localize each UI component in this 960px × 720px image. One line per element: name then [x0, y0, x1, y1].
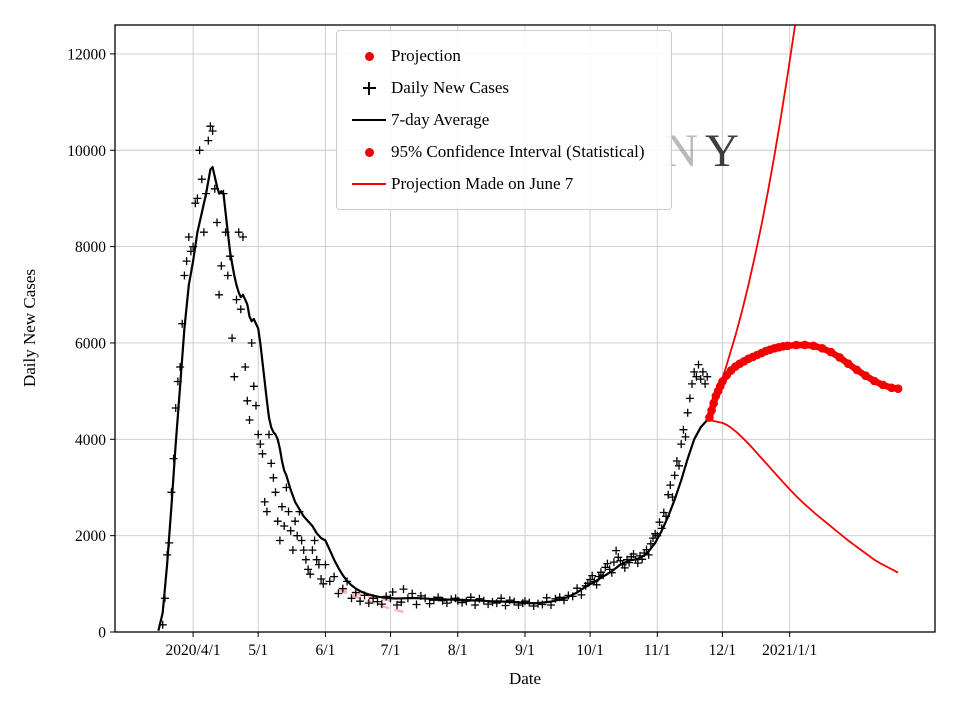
- x-tick-label: 12/1: [709, 642, 737, 659]
- x-tick-label: 10/1: [576, 642, 604, 659]
- y-tick-label: 4000: [75, 432, 106, 449]
- ci-lower-line: [709, 419, 899, 574]
- watermark-letter-y: Y: [704, 125, 746, 177]
- black-line-icon: [347, 118, 391, 122]
- plot-frame: [114, 24, 936, 633]
- legend-item-projection: Projection: [347, 40, 645, 72]
- red-line-icon: [347, 182, 391, 186]
- legend-item-7day-average: 7-day Average: [347, 104, 645, 136]
- legend-item-daily-new-cases: Daily New Cases: [347, 72, 645, 104]
- y-tick-label: 2000: [75, 528, 106, 545]
- x-tick-label: 7/1: [381, 642, 401, 659]
- x-tick-label: 6/1: [316, 642, 336, 659]
- y-axis-label: Daily New Cases: [20, 268, 39, 388]
- y-tick-label: 0: [98, 625, 106, 642]
- y-tick-label: 8000: [75, 239, 106, 256]
- watermark: NY: [664, 124, 746, 178]
- x-axis-label: Date: [508, 669, 542, 688]
- axes: 0 2000 4000 6000 8000 10000 12000 2020/4/1 5/1 6/…: [67, 46, 817, 659]
- legend-item-projection-june7: Projection Made on June 7: [347, 168, 645, 200]
- x-tick-label: 2021/1/1: [762, 642, 817, 659]
- legend-label: Projection: [391, 46, 461, 65]
- series-layer: [157, 25, 903, 631]
- legend-label: 7-day Average: [391, 110, 490, 129]
- projection-june7-upper-line: [338, 587, 404, 604]
- legend-label: 95% Confidence Interval (Statistical): [391, 142, 645, 161]
- projection-dot-icon: [347, 51, 391, 61]
- ci-dot-icon: [347, 147, 391, 157]
- projection-june7-lower-line: [337, 588, 404, 613]
- x-tick-label: 11/1: [644, 642, 671, 659]
- y-tick-label: 6000: [75, 335, 106, 352]
- plus-marker-icon: [347, 81, 391, 95]
- projection-line: [706, 341, 902, 421]
- avg7-line: [157, 166, 709, 631]
- y-tick-label: 12000: [67, 46, 106, 63]
- daily-cases-markers: [158, 122, 712, 629]
- legend-label: Daily New Cases: [391, 78, 510, 97]
- x-tick-label: 5/1: [248, 642, 268, 659]
- y-tick-label: 10000: [67, 143, 106, 160]
- legend: Projection Daily New Cases 7-day Average…: [336, 30, 672, 210]
- x-tick-label: 9/1: [515, 642, 535, 659]
- legend-item-confidence-interval: 95% Confidence Interval (Statistical): [347, 136, 645, 168]
- x-tick-label: 2020/4/1: [166, 642, 221, 659]
- x-tick-label: 8/1: [448, 642, 468, 659]
- ci-upper-line: [708, 25, 796, 416]
- legend-label: Projection Made on June 7: [391, 174, 574, 193]
